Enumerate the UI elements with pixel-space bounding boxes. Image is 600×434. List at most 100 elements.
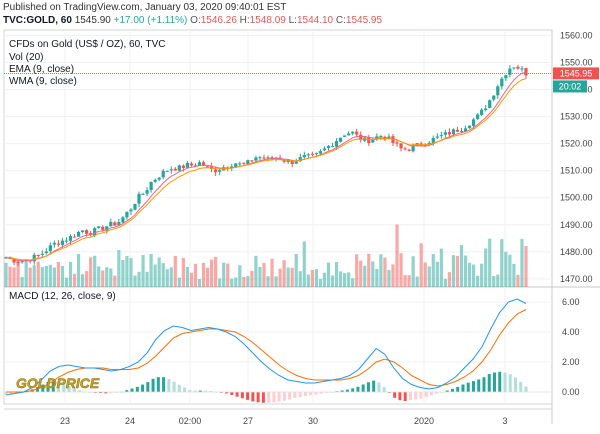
macd-indicator-label[interactable]: MACD (12, 26, close, 9): [9, 291, 116, 302]
volume-bar: [222, 262, 226, 287]
macd-histogram-bar: [319, 392, 323, 394]
candle-body: [133, 203, 137, 210]
price-tick-label: 1490.00: [560, 220, 593, 230]
candle-body: [399, 143, 403, 149]
volume-bar: [56, 262, 61, 287]
candle-body: [80, 230, 85, 232]
volume-bar: [205, 267, 210, 287]
macd-histogram-bar: [135, 386, 139, 392]
macd-histogram-bar: [314, 392, 318, 395]
volume-bar: [347, 272, 351, 287]
volume-bar: [64, 277, 69, 287]
candle-body: [520, 68, 524, 70]
candle-body: [480, 109, 484, 115]
macd-histogram-bar: [377, 382, 381, 392]
macd-line: [5, 298, 527, 396]
macd-histogram-bar: [78, 390, 82, 392]
volume-bar: [415, 276, 419, 287]
macd-histogram-bar: [246, 392, 250, 400]
volume-bar: [226, 263, 230, 287]
candle-body: [72, 236, 77, 238]
candle-body: [484, 108, 488, 111]
macd-histogram-bar: [293, 392, 297, 398]
candle-body: [330, 145, 335, 147]
volume-bar: [44, 266, 48, 287]
macd-histogram-bar: [204, 390, 208, 392]
volume-bar: [165, 269, 169, 287]
volume-bar: [89, 257, 93, 287]
volume-bar: [97, 266, 101, 287]
volume-bar: [60, 265, 65, 287]
volume-bar: [129, 258, 133, 287]
candle-body: [379, 136, 383, 138]
macd-histogram-bar: [104, 392, 108, 394]
volume-bar: [266, 276, 270, 287]
wma-indicator-label[interactable]: WMA (9, close): [9, 76, 77, 87]
candle-body: [294, 161, 298, 164]
macd-histogram-bar: [15, 392, 19, 394]
candle-body: [471, 119, 476, 126]
candle-body: [149, 181, 153, 190]
volume-bar: [488, 238, 492, 287]
volume-bar: [173, 255, 177, 287]
candle-body: [48, 245, 52, 252]
candle-body: [302, 155, 306, 158]
macd-histogram-bar: [230, 392, 234, 396]
volume-bar: [242, 276, 246, 287]
candle-body: [145, 190, 149, 194]
volume-bar: [504, 251, 508, 287]
time-tick-label: 02:00: [179, 416, 202, 426]
time-tick-label: 24: [125, 416, 135, 426]
macd-histogram-bar: [356, 386, 360, 392]
candle-body: [318, 151, 323, 154]
volume-bar: [338, 271, 343, 287]
candle-body: [101, 226, 105, 230]
macd-histogram-bar: [382, 387, 386, 392]
price-tick-label: 1550.00: [560, 57, 593, 67]
candle-body: [504, 75, 508, 79]
volume-bar: [459, 245, 464, 287]
volume-bar: [310, 270, 314, 287]
macd-histogram-bar: [492, 372, 496, 392]
volume-bar: [40, 267, 44, 287]
volume-bar: [109, 268, 113, 287]
time-tick-label: 3: [502, 416, 507, 426]
candle-body: [492, 95, 496, 100]
volume-bar: [76, 254, 81, 287]
volume-indicator-label[interactable]: Vol (20): [9, 52, 44, 63]
macd-histogram-bar: [209, 390, 213, 392]
macd-histogram-bar: [303, 392, 307, 397]
candle-body: [201, 162, 206, 166]
candle-body: [193, 165, 198, 167]
macd-histogram-bar: [167, 379, 171, 392]
price-change: +17.00 (+1.11%): [113, 15, 188, 26]
high-value: 1548.09: [249, 15, 286, 26]
volume-bar: [371, 261, 375, 287]
volume-bar: [407, 275, 411, 287]
volume-bar: [435, 261, 439, 287]
candle-body: [85, 230, 89, 234]
volume-bar: [214, 256, 218, 287]
volume-bar: [508, 254, 512, 287]
candle-body: [157, 177, 161, 180]
volume-bar: [355, 254, 359, 287]
volume-bar: [447, 272, 452, 287]
volume-bar: [141, 255, 145, 287]
ema-indicator-label[interactable]: EMA (9, close): [9, 64, 75, 75]
candle-body: [181, 165, 185, 168]
macd-histogram-bar: [46, 382, 50, 392]
volume-bar: [431, 253, 435, 287]
volume-bar: [93, 255, 97, 287]
candle-body: [508, 68, 512, 75]
macd-histogram-bar: [482, 377, 486, 392]
candle-body: [439, 135, 443, 137]
volume-bar: [12, 267, 16, 287]
volume-bar: [326, 262, 331, 287]
volume-bar: [24, 259, 28, 287]
volume-bar: [395, 224, 399, 287]
candle-body: [455, 129, 460, 132]
candle-body: [298, 157, 302, 162]
candle-body: [169, 169, 173, 171]
volume-bar: [492, 276, 496, 287]
